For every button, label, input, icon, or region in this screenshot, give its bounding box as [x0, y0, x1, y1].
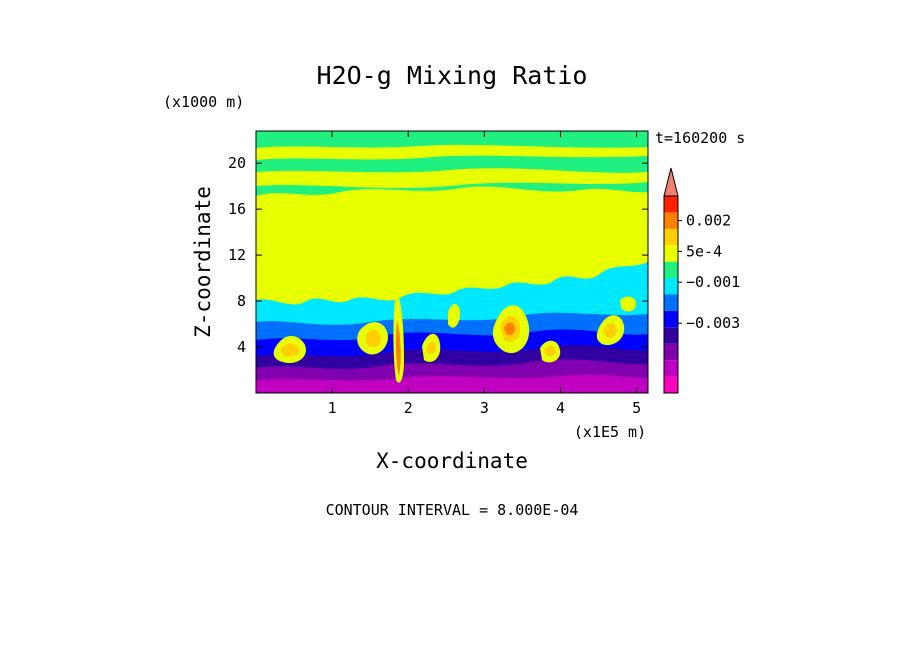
y-axis: 4 8 12 16 20 [228, 154, 648, 356]
x-tick-label: 3 [480, 399, 489, 417]
x-axis: 1 2 3 4 5 [328, 131, 641, 417]
colorbar-bin [664, 278, 678, 295]
colorbar-bin [664, 376, 678, 393]
colorbar-bin [664, 212, 678, 229]
colorbar-bin [664, 360, 678, 377]
colorbar-label: 5e-4 [686, 242, 722, 260]
band-magenta [256, 374, 648, 393]
x-unit-label: (x1E5 m) [574, 423, 646, 441]
band-upper-1 [256, 144, 648, 160]
colorbar-bin [664, 228, 678, 246]
contour-field [256, 131, 648, 393]
band-main-yellow [256, 186, 648, 305]
y-axis-title: Z-coordinate [191, 186, 215, 338]
plume-3-core [395, 320, 401, 376]
plume-7-core [603, 323, 617, 338]
colorbar-label: −0.001 [686, 273, 740, 291]
y-tick-label: 8 [237, 292, 246, 310]
colorbar-bin [664, 196, 678, 213]
y-tick-label: 20 [228, 154, 246, 172]
y-tick-label: 4 [237, 338, 246, 356]
y-tick-label: 16 [228, 200, 246, 218]
plume-6-core [544, 345, 556, 357]
plume-9 [620, 296, 636, 312]
plume-2-core [366, 329, 382, 348]
band-upper-2 [256, 168, 648, 188]
plot-frame [255, 130, 649, 394]
x-tick-label: 4 [556, 399, 565, 417]
band-cyan [256, 262, 648, 329]
colorbar-label: 0.002 [686, 212, 731, 230]
plume-5-hot [504, 322, 515, 336]
plume-1-core [280, 343, 300, 357]
colorbar-bin [664, 245, 678, 262]
x-tick-label: 5 [632, 399, 641, 417]
plume-8 [448, 303, 460, 328]
y-tick-label: 12 [228, 246, 246, 264]
colorbar-bin [664, 327, 678, 344]
x-tick-label: 2 [404, 399, 413, 417]
colorbar-bin [664, 343, 678, 361]
colorbar: 0.002 5e-4 −0.001 −0.003 [663, 167, 740, 394]
colorbar-bin [664, 261, 678, 279]
y-unit-label: (x1000 m) [163, 93, 244, 111]
x-axis-title: X-coordinate [376, 449, 528, 473]
colorbar-label: −0.003 [686, 314, 740, 332]
chart-title: H2O-g Mixing Ratio [317, 61, 588, 90]
colorbar-bin [664, 294, 678, 311]
contour-interval-footer: CONTOUR INTERVAL = 8.000E-04 [326, 501, 579, 519]
colorbar-extend-triangle [663, 167, 679, 197]
colorbar-bin [664, 310, 678, 328]
colorbar-frame [663, 195, 679, 394]
time-label: t=160200 s [655, 129, 745, 147]
x-tick-label: 1 [328, 399, 337, 417]
plume-4-core [426, 342, 436, 355]
